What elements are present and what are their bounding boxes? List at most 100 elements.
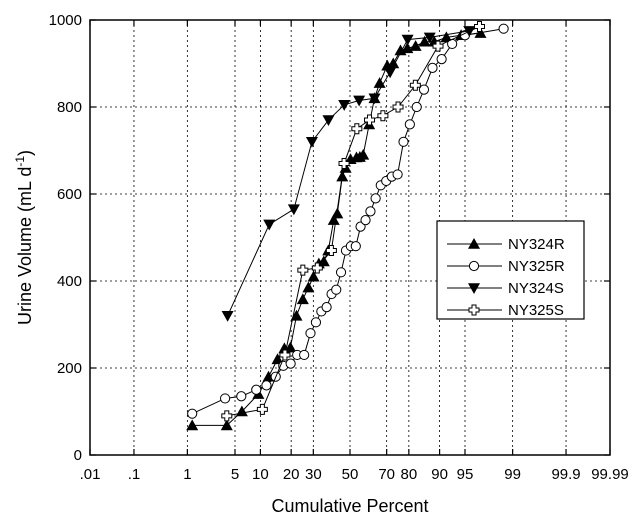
x-axis-title: Cumulative Percent bbox=[271, 496, 428, 516]
y-axis-title-close: ) bbox=[15, 150, 35, 156]
x-tick-label: .1 bbox=[128, 466, 141, 483]
data-point bbox=[353, 95, 366, 107]
data-point bbox=[279, 349, 291, 361]
data-point bbox=[327, 214, 340, 225]
data-point bbox=[331, 284, 342, 295]
legend-label: NY325S bbox=[508, 302, 564, 319]
data-point bbox=[271, 353, 284, 365]
data-point bbox=[436, 54, 447, 65]
series-line bbox=[226, 26, 480, 417]
data-point bbox=[310, 317, 322, 328]
ticks bbox=[89, 19, 611, 456]
legend-item-ny325s: NY325S bbox=[447, 302, 564, 319]
data-point bbox=[377, 110, 389, 122]
data-point bbox=[387, 57, 400, 69]
legend-label: NY325R bbox=[508, 258, 565, 275]
data-point bbox=[392, 169, 403, 180]
x-tick-label: 99.9 bbox=[551, 466, 580, 483]
y-axis-title-main: Urine Volume (mL d bbox=[15, 167, 35, 325]
x-tick-label: 5 bbox=[231, 466, 239, 483]
data-point bbox=[287, 204, 300, 216]
data-point bbox=[427, 62, 438, 73]
data-point bbox=[335, 267, 347, 278]
data-point bbox=[411, 101, 422, 113]
data-point bbox=[338, 158, 350, 170]
y-axis-title: Urine Volume (mL d-1) bbox=[13, 150, 35, 325]
data-point bbox=[409, 40, 422, 51]
data-point bbox=[187, 408, 198, 419]
data-point bbox=[368, 93, 381, 105]
data-point bbox=[186, 419, 199, 431]
y-axis-title-superscript: -1 bbox=[13, 156, 27, 167]
x-tick-labels: .01 .1 1 5 10 20 30 50 70 80 90 95 99 99.9 99.99 bbox=[80, 466, 629, 483]
data-point bbox=[392, 101, 404, 113]
data-point bbox=[290, 309, 303, 321]
data-point bbox=[296, 293, 309, 305]
x-tick-label: 80 bbox=[400, 466, 417, 483]
legend-item-ny325r: NY325R bbox=[447, 258, 565, 275]
data-point bbox=[432, 40, 444, 52]
grid bbox=[90, 20, 610, 455]
data-point bbox=[311, 262, 323, 274]
data-point bbox=[219, 393, 231, 404]
series-ny325s bbox=[221, 21, 485, 422]
data-point bbox=[440, 31, 453, 43]
data-point bbox=[251, 384, 262, 395]
data-point bbox=[321, 302, 332, 313]
data-point bbox=[302, 281, 315, 293]
legend-label: NY324R bbox=[508, 236, 565, 253]
x-tick-label: 90 bbox=[431, 466, 448, 483]
data-point bbox=[498, 23, 509, 34]
y-tick-label: 1000 bbox=[49, 12, 82, 29]
y-tick-label: 200 bbox=[57, 360, 82, 377]
x-tick-label: 99.99 bbox=[591, 466, 629, 483]
x-tick-label: 20 bbox=[283, 466, 300, 483]
series-ny325r bbox=[187, 23, 509, 419]
y-tick-label: 800 bbox=[57, 99, 82, 116]
data-point bbox=[468, 304, 480, 316]
x-tick-label: 1 bbox=[183, 466, 191, 483]
data-point bbox=[263, 219, 276, 231]
x-tick-label: 99 bbox=[504, 466, 521, 483]
data-point bbox=[418, 35, 431, 47]
data-point bbox=[370, 193, 381, 204]
legend-entries: NY324R NY325R NY324S NY325S bbox=[447, 236, 565, 319]
x-tick-label: 95 bbox=[457, 466, 474, 483]
data-point bbox=[305, 328, 316, 339]
y-tick-labels: 0 200 400 600 800 1000 bbox=[49, 12, 82, 464]
data-point bbox=[322, 115, 335, 127]
data-point bbox=[221, 410, 233, 422]
data-point bbox=[468, 283, 480, 294]
data-point bbox=[305, 137, 318, 148]
data-point bbox=[409, 79, 421, 91]
data-point bbox=[398, 136, 409, 147]
legend-box bbox=[436, 220, 585, 320]
data-point bbox=[365, 206, 376, 217]
data-point bbox=[307, 270, 320, 282]
data-point bbox=[404, 119, 415, 130]
series-line bbox=[227, 30, 470, 317]
legend-item-ny324r: NY324R bbox=[447, 236, 565, 253]
x-tick-label: 30 bbox=[305, 466, 322, 483]
series-ny324s bbox=[221, 26, 476, 322]
data-point bbox=[285, 358, 296, 369]
data-point bbox=[364, 114, 376, 126]
y-tick-label: 400 bbox=[57, 273, 82, 290]
data-point bbox=[351, 123, 363, 135]
x-tick-label: 10 bbox=[252, 466, 269, 483]
data-point bbox=[220, 419, 233, 431]
x-tick-label: .01 bbox=[80, 466, 101, 483]
data-point bbox=[221, 311, 234, 322]
data-point bbox=[299, 349, 310, 361]
data-point bbox=[350, 241, 361, 252]
data-point bbox=[261, 380, 272, 391]
data-point bbox=[423, 32, 436, 44]
x-tick-label: 70 bbox=[378, 466, 395, 483]
legend-label: NY324S bbox=[508, 280, 564, 297]
data-point bbox=[401, 34, 414, 46]
data-point bbox=[325, 245, 337, 257]
data-point bbox=[418, 84, 430, 95]
x-tick-label: 50 bbox=[342, 466, 359, 483]
y-tick-label: 0 bbox=[74, 447, 82, 464]
